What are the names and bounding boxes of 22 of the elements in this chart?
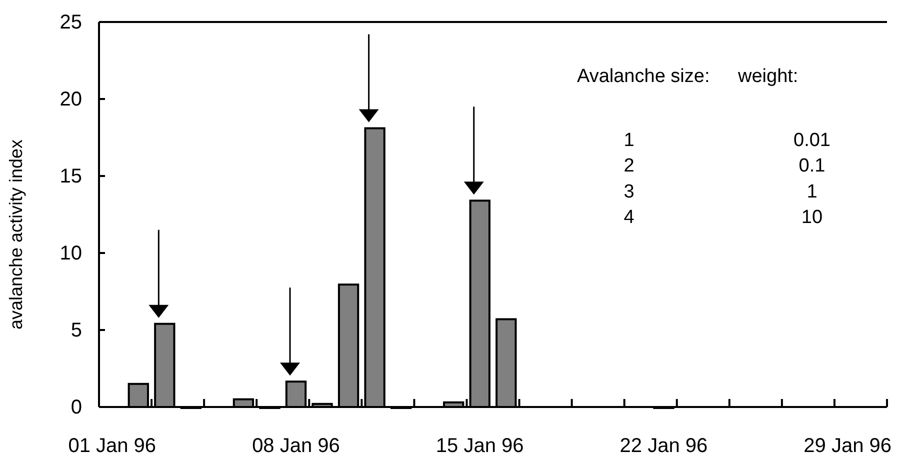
x-tick-label: 15 Jan 96 xyxy=(436,435,524,457)
x-tick-label: 22 Jan 96 xyxy=(620,435,708,457)
x-tick-label: 29 Jan 96 xyxy=(804,435,892,457)
annotation: 4 xyxy=(624,207,635,228)
annotation: 10 xyxy=(801,207,823,228)
y-tick-label: 20 xyxy=(60,88,82,110)
y-tick-label: 5 xyxy=(70,319,82,342)
annotation: Avalanche size: xyxy=(577,66,710,87)
y-axis-title: avalanche activity index xyxy=(6,139,26,330)
y-tick-label: 25 xyxy=(60,11,82,34)
annotation: weight: xyxy=(737,66,798,87)
annotation: 1 xyxy=(806,181,818,202)
annotation: 3 xyxy=(624,181,634,202)
annotation: 1 xyxy=(624,130,634,151)
y-tick-label: 10 xyxy=(60,242,82,264)
y-tick-label: 15 xyxy=(60,165,82,188)
annotation: 0.1 xyxy=(798,156,826,177)
annotation: 0.01 xyxy=(794,130,830,151)
annotation: 2 xyxy=(624,156,634,177)
x-tick-label: 01 Jan 96 xyxy=(68,435,156,457)
y-tick-label: 0 xyxy=(70,396,82,418)
x-tick-label: 08 Jan 96 xyxy=(252,435,340,457)
